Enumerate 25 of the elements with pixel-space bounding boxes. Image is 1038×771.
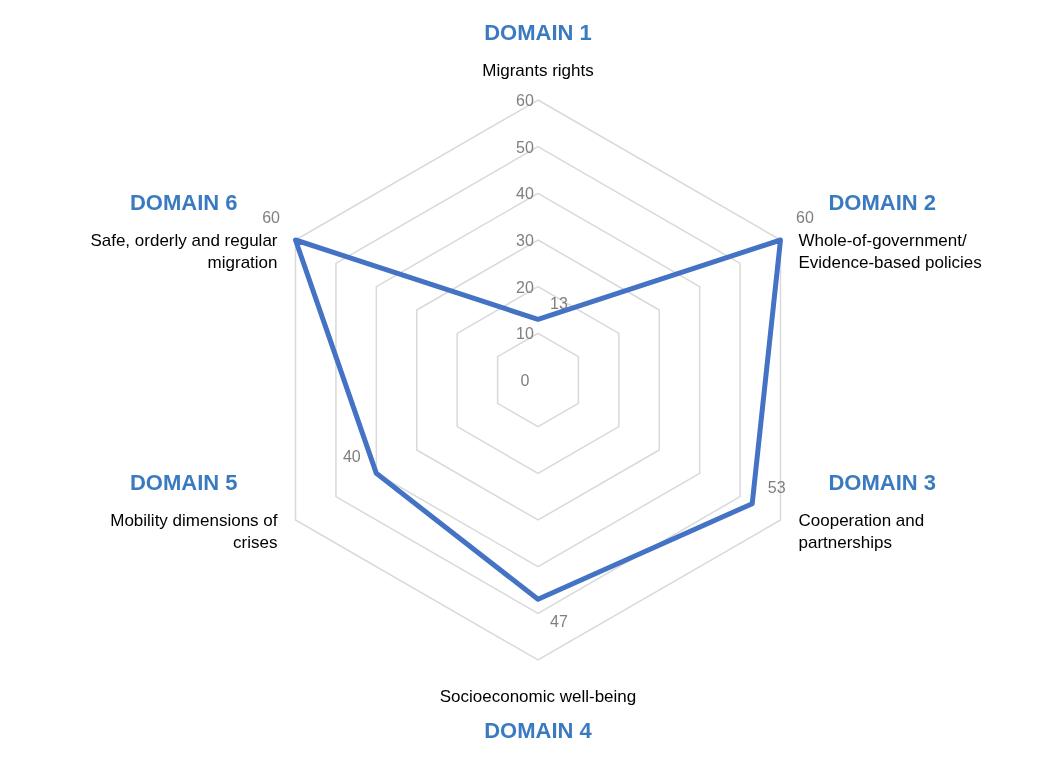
text: DOMAIN 4 xyxy=(484,718,593,743)
spoke-label: Whole-of-government/ Evidence-based policies xyxy=(798,231,982,272)
spoke-label: Safe, orderly and regular migration xyxy=(90,231,278,272)
data-label: 60 xyxy=(262,209,281,226)
data-label: 47 xyxy=(550,613,568,631)
spoke-label: Socioeconomic well-being xyxy=(439,687,637,706)
data-label: 13 xyxy=(550,295,568,313)
text: DOMAIN 6 xyxy=(129,190,238,215)
data-label: 53 xyxy=(767,478,786,496)
y-tick-label: 50 xyxy=(516,138,534,156)
text: DOMAIN 5 xyxy=(129,470,238,495)
spoke-label: Migrants rights xyxy=(482,61,594,80)
y-tick-label: 60 xyxy=(516,92,534,109)
y-tick-label: 30 xyxy=(516,232,534,249)
y-tick-label: 0 xyxy=(520,372,530,389)
data-label: 40 xyxy=(342,448,361,466)
text: DOMAIN 3 xyxy=(828,470,937,495)
y-tick-label: 10 xyxy=(516,325,534,343)
data-label: 60 xyxy=(796,209,814,226)
spoke-label: Cooperation and partnerships xyxy=(798,511,925,552)
y-tick-label: 40 xyxy=(516,185,534,203)
spoke-label: Mobility dimensions of crises xyxy=(110,511,278,552)
y-tick-label: 20 xyxy=(516,278,534,296)
text: DOMAIN 1 xyxy=(484,20,592,45)
text: DOMAIN 2 xyxy=(828,190,937,215)
